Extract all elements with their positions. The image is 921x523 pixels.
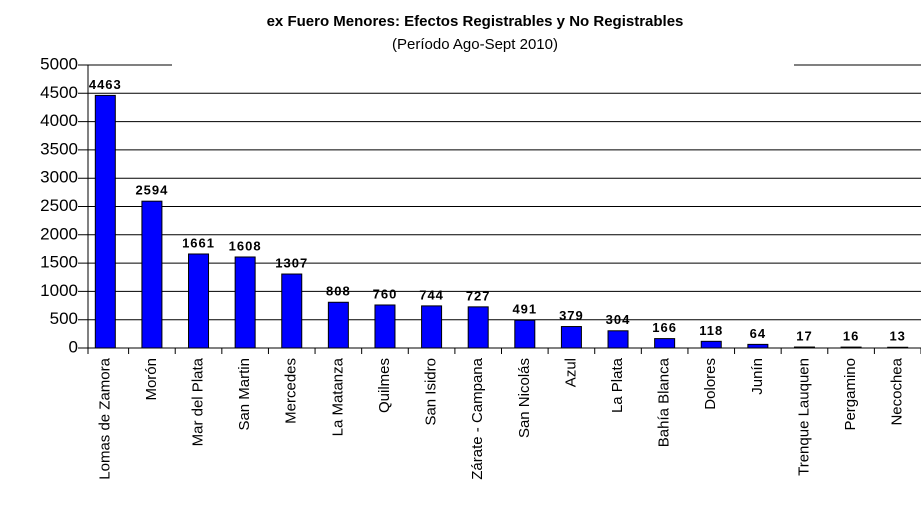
y-tick-label: 1500: [40, 253, 78, 272]
x-tick-label: Azul: [562, 358, 579, 387]
x-tick-label: Necochea: [889, 357, 906, 425]
y-tick-label: 4500: [40, 83, 78, 102]
bar: [607, 330, 629, 349]
y-tick-label: 2000: [40, 224, 78, 243]
bar: [188, 253, 210, 349]
value-label: 64: [750, 326, 766, 341]
value-label: 4463: [89, 77, 122, 92]
bar: [654, 338, 676, 349]
x-tick-label: La Plata: [609, 357, 626, 413]
bar: [94, 94, 116, 349]
y-tick-label: 1000: [40, 281, 78, 300]
bar: [374, 304, 396, 349]
value-label: 118: [699, 323, 723, 338]
x-tick-label: Mar del Plata: [189, 357, 206, 446]
bar: [747, 343, 769, 349]
chart-title: ex Fuero Menores: Efectos Registrables y…: [267, 13, 684, 30]
value-label: 760: [373, 286, 398, 301]
bar: [467, 306, 489, 349]
x-tick-label: Quilmes: [376, 358, 393, 413]
bar: [141, 200, 163, 349]
y-tick-label: 3500: [40, 139, 78, 158]
value-label: 744: [419, 287, 444, 302]
bar: [234, 256, 256, 349]
value-label: 13: [889, 329, 905, 344]
value-label: 17: [796, 328, 812, 343]
x-tick-label: Morón: [143, 358, 160, 401]
value-label: 2594: [135, 183, 168, 198]
x-tick-label: Trenque Lauquen: [795, 358, 812, 476]
value-label: 808: [326, 284, 351, 299]
value-label: 1661: [182, 235, 215, 250]
chart-subtitle: (Período Ago-Sept 2010): [392, 36, 558, 53]
value-label: 16: [843, 329, 859, 344]
x-tick-label: Dolores: [702, 358, 719, 410]
bar: [281, 273, 303, 349]
value-label: 166: [652, 320, 677, 335]
value-label: 491: [512, 302, 537, 317]
value-label: 1608: [229, 238, 262, 253]
bar: [514, 319, 536, 349]
bar: [327, 301, 349, 349]
x-tick-label: San Nicolás: [516, 358, 533, 438]
value-label: 379: [559, 308, 584, 323]
value-label: 727: [466, 288, 491, 303]
x-tick-label: Mercedes: [283, 358, 300, 424]
bar: [560, 326, 582, 349]
bar: [700, 340, 722, 349]
x-tick-label: San Martin: [236, 358, 253, 431]
x-tick-label: Lomas de Zamora: [96, 357, 113, 479]
y-tick-label: 3000: [40, 168, 78, 187]
x-tick-label: Bahía Blanca: [656, 357, 673, 447]
y-tick-label: 0: [69, 337, 78, 356]
y-tick-label: 500: [50, 309, 78, 328]
y-tick-label: 5000: [40, 54, 78, 73]
title-backdrop: [172, 52, 794, 76]
value-label: 1307: [275, 255, 308, 270]
x-tick-label: La Matanza: [329, 357, 346, 436]
bar: [421, 305, 443, 349]
x-tick-label: San Isidro: [423, 358, 440, 426]
y-tick-label: 2500: [40, 196, 78, 215]
x-tick-label: Pergamino: [842, 358, 859, 431]
y-tick-label: 4000: [40, 111, 78, 130]
x-tick-label: Zárate - Campana: [469, 357, 486, 479]
x-tick-label: Junín: [749, 358, 766, 395]
value-label: 304: [606, 312, 631, 327]
